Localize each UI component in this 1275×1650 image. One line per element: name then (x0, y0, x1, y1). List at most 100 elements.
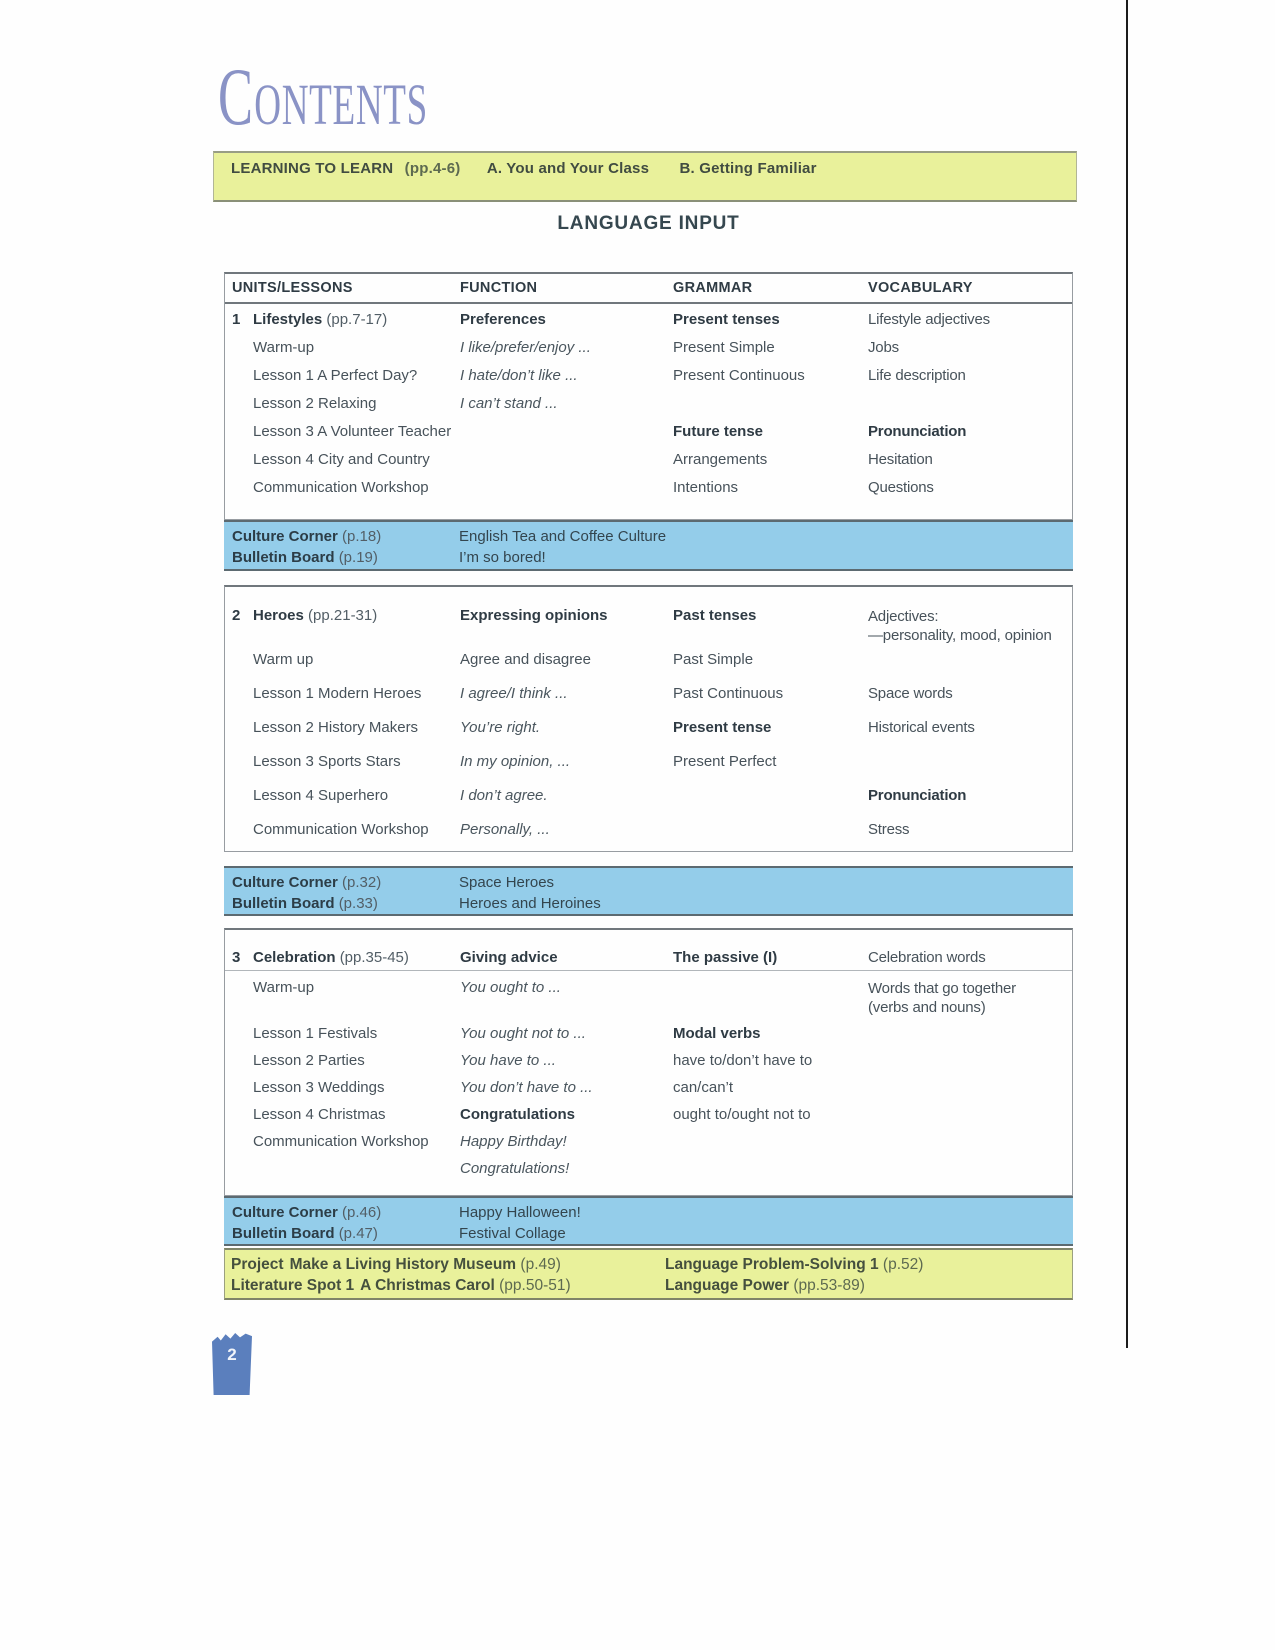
cell: 2 Heroes (pp.21-31) (225, 607, 460, 626)
cell: Lesson 1 Modern Heroes (225, 685, 460, 704)
cell: Celebration words (868, 949, 1072, 968)
cell: Lesson 3 Weddings (225, 1079, 460, 1098)
table-row: Lesson 4 Christmas Congratulations ought t… (225, 1101, 1072, 1128)
page-number-tab: 2 (212, 1333, 252, 1395)
cell: Present Continuous (673, 367, 868, 386)
unit-block-lifestyles: UNITS/LESSONS FUNCTION GRAMMAR VOCABULAR… (224, 272, 1073, 520)
cell-text: Present Continuous (673, 367, 805, 384)
cell: Lesson 4 City and Country (225, 451, 460, 470)
table-row: Lesson 3 A Volunteer Teacher Future tense… (225, 416, 1072, 444)
cell: ought to/ought not to (673, 1106, 868, 1125)
cell: Warm-up (225, 339, 460, 358)
unit-number: 2 (232, 607, 241, 624)
cell: The passive (I) (673, 949, 868, 968)
cell: Modal verbs (673, 1025, 868, 1044)
cell-text: Lesson 2 History Makers (253, 719, 419, 736)
cell-text: I agree/I think ... (460, 685, 568, 702)
table-row: Lesson 2 History Makers You’re right. Pres… (225, 713, 1072, 747)
unit-number: 3 (232, 949, 241, 966)
band-row: Bulletin Board (p.33) Heroes and Heroines (224, 893, 1073, 914)
cell: I like/prefer/enjoy ... (460, 339, 673, 358)
cell: 3 Celebration (pp.35-45) (225, 949, 460, 968)
footer-right: Language Problem-Solving 1 (p.52) (665, 1256, 924, 1273)
band-content: English Tea and Coffee Culture (459, 528, 667, 545)
cell: I agree/I think ... (460, 685, 673, 704)
cell: Lesson 1 A Perfect Day? (225, 367, 460, 386)
cell-text: You ought not to ... (460, 1025, 586, 1042)
cell-text: Congratulations (460, 1106, 575, 1123)
cell: Future tense (673, 423, 868, 442)
cell-text: Lesson 1 A Perfect Day? (253, 367, 418, 384)
header-vocabulary: VOCABULARY (868, 280, 973, 296)
band-label: Culture Corner (p.32) (232, 874, 382, 891)
cell-text: Celebration (253, 949, 336, 966)
cell-text: Lifestyle adjectives (868, 311, 990, 328)
page-ref: (pp.35-45) (339, 949, 409, 966)
cell: Lesson 1 Festivals (225, 1025, 460, 1044)
band-label: Culture Corner (p.46) (232, 1204, 382, 1221)
page-ref: (pp.7-17) (326, 311, 388, 328)
cell: You have to ... (460, 1052, 673, 1071)
culture-band-1: Culture Corner (p.18) English Tea and Cof… (224, 520, 1073, 571)
cell: have to/don’t have to (673, 1052, 868, 1071)
unit-rows: 1 Lifestyles (pp.7-17) Preferences Present … (225, 304, 1072, 500)
cell-text: Pronunciation (868, 787, 967, 804)
cell: Questions (868, 479, 1072, 498)
cell: Warm up (225, 651, 460, 670)
cell-text: Pronunciation (868, 423, 967, 440)
cell-text: Words that go together (868, 980, 1016, 997)
cell-text: ought to/ought not to (673, 1106, 811, 1123)
cell: Communication Workshop (225, 479, 460, 498)
cell-text: Historical events (868, 719, 975, 736)
cell-text: You have to ... (460, 1052, 556, 1069)
cell: Agree and disagree (460, 651, 673, 670)
cell-text: Preferences (460, 311, 546, 328)
cell: 1 Lifestyles (pp.7-17) (225, 311, 460, 330)
band-rows: Culture Corner (p.46) Happy Halloween! Bul… (224, 1202, 1073, 1244)
cell-text: Modal verbs (673, 1025, 761, 1042)
cell-text: Lesson 3 Sports Stars (253, 753, 401, 770)
cell: Present Perfect (673, 753, 868, 772)
table-row: Congratulations! (225, 1155, 1072, 1182)
cell-text: Lesson 4 Superhero (253, 787, 389, 804)
cell-text: Future tense (673, 423, 764, 440)
band-content: Happy Halloween! (459, 1204, 581, 1221)
cell: Historical events (868, 719, 1072, 738)
band-row: Bulletin Board (p.19) I’m so bored! (224, 547, 1073, 568)
cell-text: —personality, mood, opinion (868, 627, 1052, 644)
cell: Intentions (673, 479, 868, 498)
page-number: 2 (227, 1345, 237, 1364)
cell: Pronunciation (868, 787, 1072, 806)
cell-text: Stress (868, 821, 910, 838)
band-content: Heroes and Heroines (459, 895, 601, 912)
band-rows: Culture Corner (p.18) English Tea and Cof… (224, 526, 1073, 568)
cell: Life description (868, 367, 1072, 386)
table-row: Warm-up You ought to ... Words that go tog… (225, 974, 1072, 1020)
cell-text: I like/prefer/enjoy ... (460, 339, 591, 356)
cell: Present tense (673, 719, 868, 738)
cell-text: Expressing opinions (460, 607, 608, 624)
cell-text: Lifestyles (253, 311, 323, 328)
cell: Lesson 4 Christmas (225, 1106, 460, 1125)
banner-item-a: A. You and Your Class (486, 160, 650, 177)
cell-text: You don’t have to ... (460, 1079, 593, 1096)
cell-text: Present tenses (673, 311, 780, 328)
cell: Past Simple (673, 651, 868, 670)
cell-text: Past Continuous (673, 685, 784, 702)
banner-label: LEARNING TO LEARN (231, 160, 394, 177)
table-header-row: UNITS/LESSONS FUNCTION GRAMMAR VOCABULAR… (225, 274, 1072, 304)
culture-band-3: Culture Corner (p.46) Happy Halloween! Bul… (224, 1196, 1073, 1246)
table-row: Lesson 3 Sports Stars In my opinion, ... P… (225, 747, 1072, 781)
cell: Words that go together (verbs and nouns) (868, 979, 1072, 1017)
cell: Preferences (460, 311, 673, 330)
cell-text: Lesson 1 Festivals (253, 1025, 378, 1042)
cell-text: (verbs and nouns) (868, 999, 986, 1016)
page-title: Contents (218, 51, 428, 142)
band-label: Bulletin Board (p.47) (232, 1225, 378, 1242)
footer-row: Project Make a Living History Museum (p.4… (225, 1254, 1072, 1275)
scan-edge-line (1126, 0, 1128, 1348)
cell: Happy Birthday! (460, 1133, 673, 1152)
